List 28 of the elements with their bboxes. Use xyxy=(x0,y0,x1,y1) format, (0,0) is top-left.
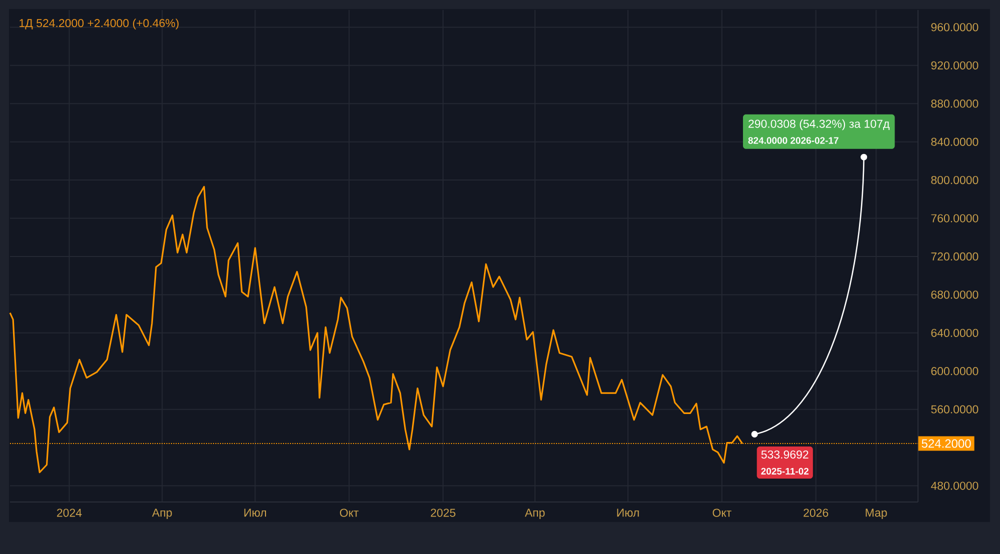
y-tick-label: 840.0000 xyxy=(931,138,978,146)
x-tick-label: Июл xyxy=(244,508,266,517)
y-tick-label: 920.0000 xyxy=(931,61,978,70)
x-tick-label: Мар xyxy=(866,508,887,520)
annotation: 533.9692 xyxy=(761,450,808,459)
y-tick-label: 560.0000 xyxy=(931,405,978,414)
y-tick-label: 480.0000 xyxy=(930,482,978,490)
annotation: 2025-11-02 xyxy=(761,468,809,475)
y-tick-label: 800.0000 xyxy=(931,176,978,184)
y-tick-label: 680.0000 xyxy=(931,290,978,299)
ref-line-label: 524.2000 xyxy=(922,439,971,448)
x-tick-label: Окт xyxy=(340,508,359,517)
x-tick-label: 2025 xyxy=(430,508,456,517)
y-tick-label: 760.0000 xyxy=(931,214,978,222)
y-tick-label: 600.0000 xyxy=(931,367,978,376)
annotation: 824.0000 2026-02-17 xyxy=(748,137,838,144)
x-tick-label: Апр xyxy=(152,508,172,520)
text: 1Д 524.2000 +2.4000 (+0.46%) xyxy=(20,18,179,30)
y-tick-label: 960.0000 xyxy=(931,23,978,32)
x-tick-label: Окт xyxy=(712,508,732,517)
y-tick-label: 720.0000 xyxy=(931,252,978,261)
annotation: 290.0308 (54.32%) за 107д xyxy=(748,119,890,130)
x-tick-label: 2024 xyxy=(57,508,82,517)
y-tick-label: 880.0000 xyxy=(931,100,978,108)
x-tick-label: Июл xyxy=(617,508,639,517)
y-tick-label: 640.0000 xyxy=(931,328,978,337)
x-tick-label: 2026 xyxy=(804,508,828,517)
x-tick-label: Апр xyxy=(524,508,545,520)
